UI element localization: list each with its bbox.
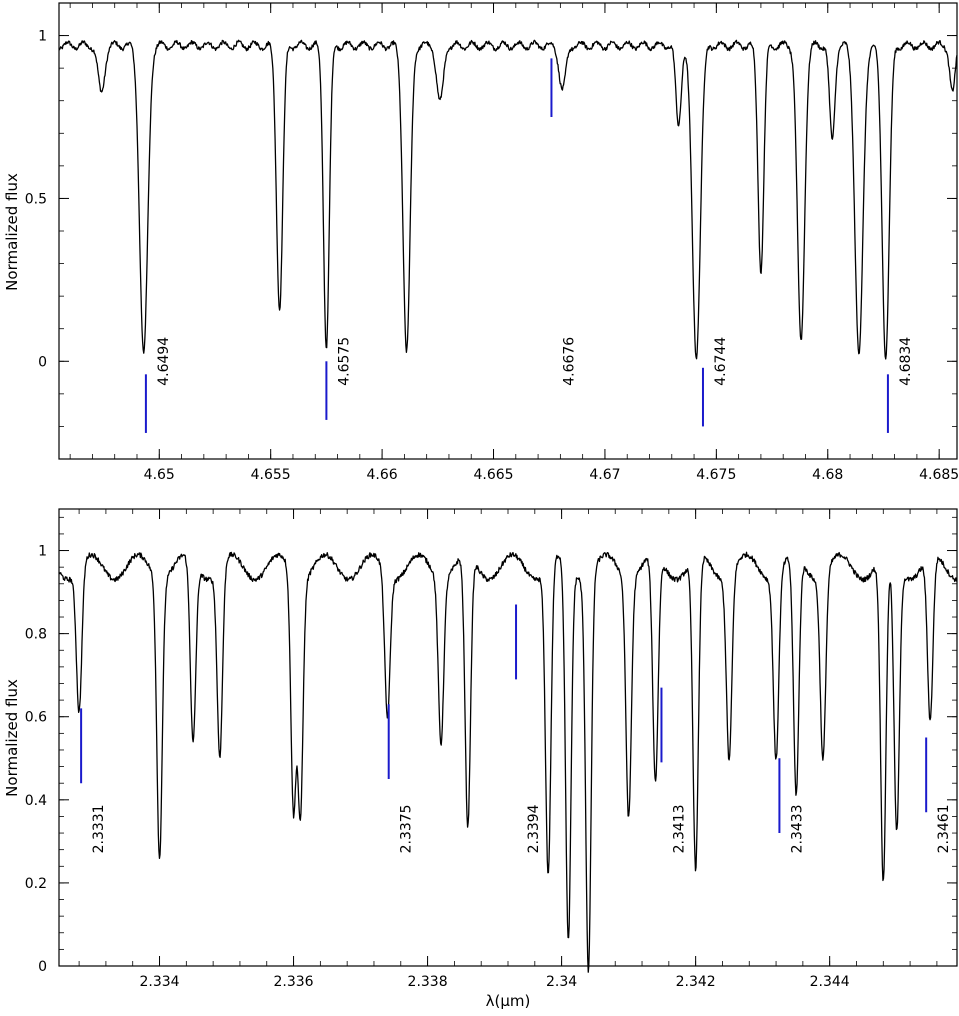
- bottom-y-tick-label: 1: [38, 544, 47, 560]
- top-x-tick-label: 4.65: [144, 467, 175, 483]
- bottom-y-axis-title: Normalized flux: [3, 679, 21, 797]
- top-x-tick-label: 4.655: [251, 467, 291, 483]
- bottom-x-tick-label: 2.334: [139, 974, 179, 990]
- bottom-spectrum-line: [58, 551, 958, 973]
- bottom-ticks: 2.334 2.336 2.338 2.34 2.342 2.344 0 0.2 0.4 0.6 0…: [25, 509, 957, 990]
- top-x-tick-label: 4.675: [696, 467, 736, 483]
- top-x-tick-label: 4.665: [473, 467, 513, 483]
- top-line-label: 4.6494: [156, 337, 172, 386]
- bottom-line-label: 2.3331: [91, 804, 107, 853]
- top-ticks: 4.65 4.655 4.66 4.665 4.67 4.675 4.68 4.685 0 0.5…: [25, 2, 959, 483]
- top-panel: Normalized flux 4.65 4.655 4.66 4.665 4.67 4.…: [3, 2, 959, 483]
- bottom-y-tick-label: 0.2: [25, 876, 47, 892]
- top-spectrum-line: [58, 39, 958, 360]
- bottom-x-tick-label: 2.342: [676, 974, 716, 990]
- top-x-tick-label: 4.685: [919, 467, 959, 483]
- top-line-label: 4.6676: [561, 337, 577, 386]
- bottom-x-tick-label: 2.344: [810, 974, 850, 990]
- top-y-tick-label: 0: [38, 354, 47, 370]
- bottom-x-tick-label: 2.34: [546, 974, 577, 990]
- top-y-tick-label: 0.5: [25, 191, 47, 207]
- top-line-label: 4.6834: [898, 337, 914, 386]
- bottom-line-label: 2.3394: [526, 804, 542, 853]
- bottom-y-tick-label: 0.8: [25, 627, 47, 643]
- top-line-label: 4.6575: [336, 337, 352, 386]
- bottom-line-label: 2.3375: [399, 804, 415, 853]
- bottom-x-tick-label: 2.336: [274, 974, 314, 990]
- top-x-tick-label: 4.66: [367, 467, 398, 483]
- bottom-x-axis-title: λ(μm): [486, 992, 531, 1010]
- top-x-tick-label: 4.68: [812, 467, 843, 483]
- bottom-panel: Normalized flux λ(μm) 2.334 2.336 2.338 2.3…: [3, 508, 958, 1010]
- bottom-y-tick-label: 0.6: [25, 710, 47, 726]
- bottom-x-tick-label: 2.338: [408, 974, 448, 990]
- bottom-line-label: 2.3461: [936, 804, 952, 853]
- top-line-label: 4.6744: [713, 337, 729, 386]
- bottom-y-tick-label: 0: [38, 959, 47, 975]
- top-y-axis-title: Normalized flux: [3, 173, 21, 291]
- bottom-y-tick-label: 0.4: [25, 793, 47, 809]
- top-y-tick-label: 1: [38, 29, 47, 45]
- bottom-line-label: 2.3433: [789, 804, 805, 853]
- top-x-tick-label: 4.67: [589, 467, 620, 483]
- bottom-line-label: 2.3413: [671, 804, 687, 853]
